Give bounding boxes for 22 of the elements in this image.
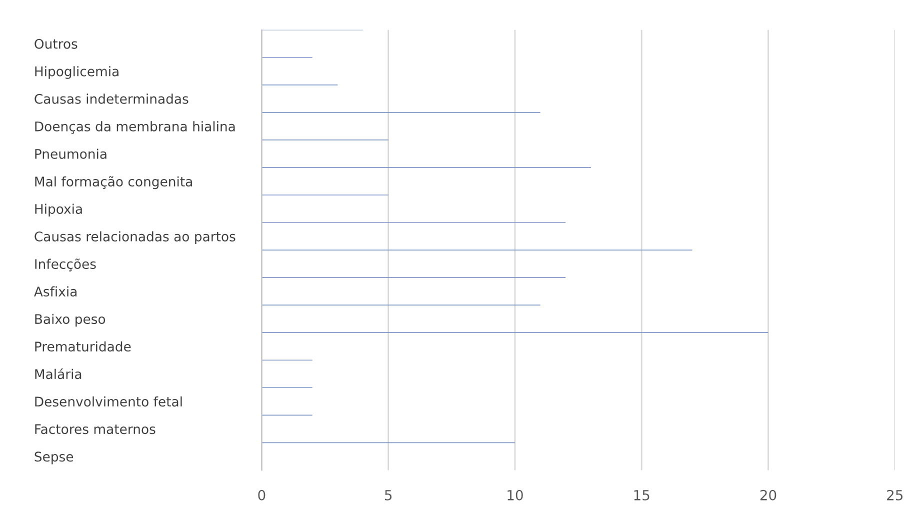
x-tick-label: 25: [887, 490, 902, 500]
x-tick-label: 5: [384, 490, 392, 500]
x-tick-label: 0: [258, 490, 266, 500]
y-tick-label: Mal formação congenita: [35, 176, 192, 190]
y-tick-label: Prematuridade: [35, 341, 131, 352]
y-tick-label: Hipoxia: [35, 204, 82, 217]
y-tick-label: Asfixia: [34, 286, 76, 297]
x-tick-label: 10: [508, 490, 523, 500]
y-tick-label: Malária: [35, 368, 82, 380]
y-tick-label: Desenvolvimento fetal: [35, 396, 182, 407]
y-tick-label: Hipoglicemia: [35, 66, 118, 79]
y-tick-label: Outros: [34, 38, 78, 49]
y-tick-label: Infecções: [35, 258, 96, 272]
y-tick-label: Doenças da membrana hialina: [35, 121, 235, 134]
y-tick-label: Baixo peso: [35, 314, 106, 327]
x-tick-label: 15: [634, 490, 650, 500]
y-tick-label: Sepse: [34, 452, 74, 464]
y-tick-label: Causas relacionadas ao partos: [34, 231, 236, 244]
y-tick-label: Pneumonia: [35, 148, 106, 159]
y-tick-label: Factores maternos: [35, 424, 156, 434]
y-tick-label: Causas indeterminadas: [34, 94, 188, 104]
x-tick-label: 20: [760, 490, 776, 500]
